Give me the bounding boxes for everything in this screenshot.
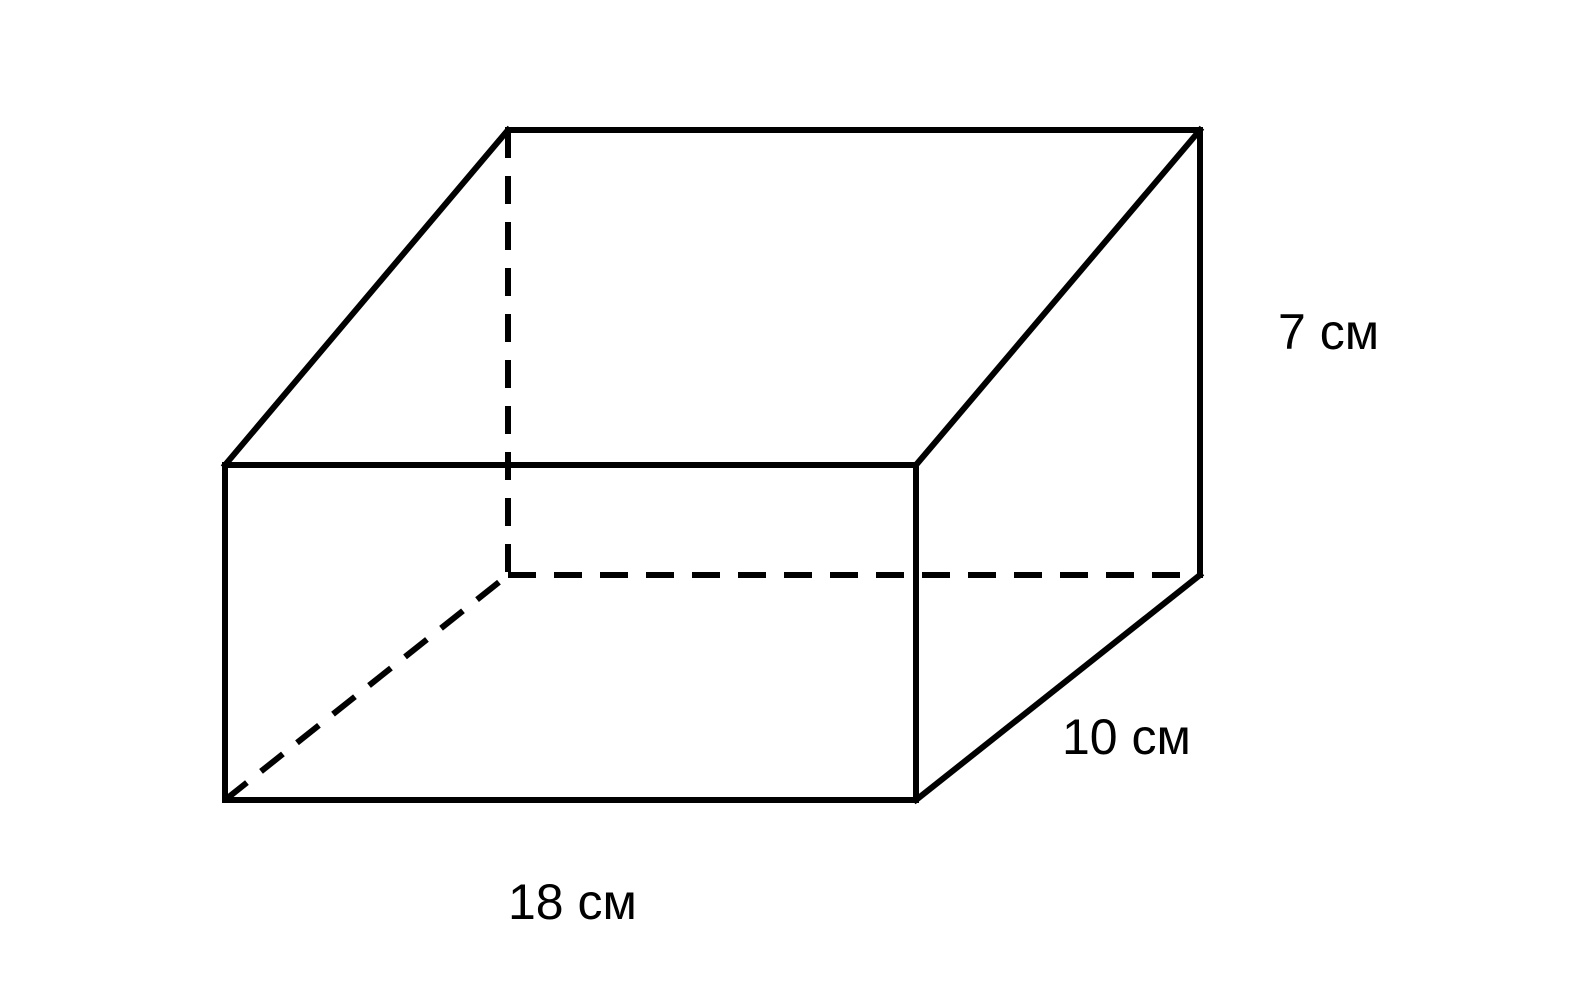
prism-diagram: 18 см 10 см 7 см — [0, 0, 1581, 987]
prism-svg — [0, 0, 1581, 987]
edge-top-right-depth — [916, 130, 1200, 465]
edge-left-bottom-depth — [225, 575, 508, 800]
edge-right-bottom-depth — [916, 575, 1200, 800]
edge-top-left-depth — [225, 130, 508, 465]
label-width: 18 см — [508, 873, 637, 931]
label-height: 7 см — [1278, 303, 1379, 361]
label-depth: 10 см — [1062, 708, 1191, 766]
